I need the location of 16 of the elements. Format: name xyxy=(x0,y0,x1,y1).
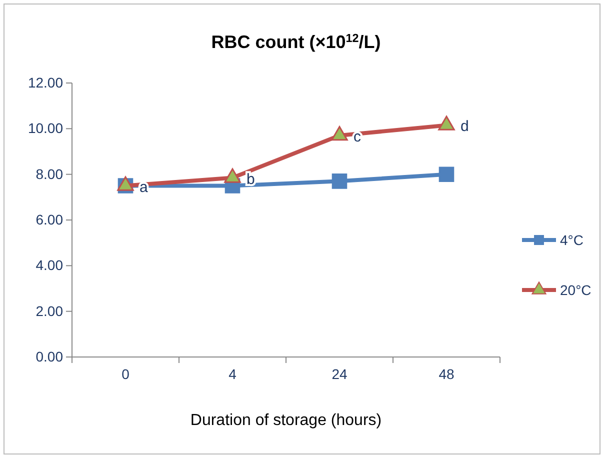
x-axis-title: Duration of storage (hours) xyxy=(190,412,382,429)
x-tick-label: 0 xyxy=(122,366,130,382)
x-tick-label: 48 xyxy=(438,366,454,382)
legend-label: 20°C xyxy=(560,282,592,298)
y-tick-label: 8.00 xyxy=(36,166,64,182)
chart-title: RBC count (×10$^{12}$/L) xyxy=(211,32,381,52)
legend-label: 4°C xyxy=(560,232,584,248)
annotation: d xyxy=(460,118,469,136)
y-tick-label: 10.00 xyxy=(28,120,64,136)
y-tick-label: 12.00 xyxy=(28,74,64,90)
y-tick-label: 2.00 xyxy=(36,302,64,319)
y-tick-label: 4.00 xyxy=(36,257,64,274)
y-tick-label: 0.00 xyxy=(36,348,64,364)
x-tick-label: 24 xyxy=(332,366,348,382)
x-tick-label: 4 xyxy=(228,366,237,382)
y-tick-label: 6.00 xyxy=(36,211,64,228)
